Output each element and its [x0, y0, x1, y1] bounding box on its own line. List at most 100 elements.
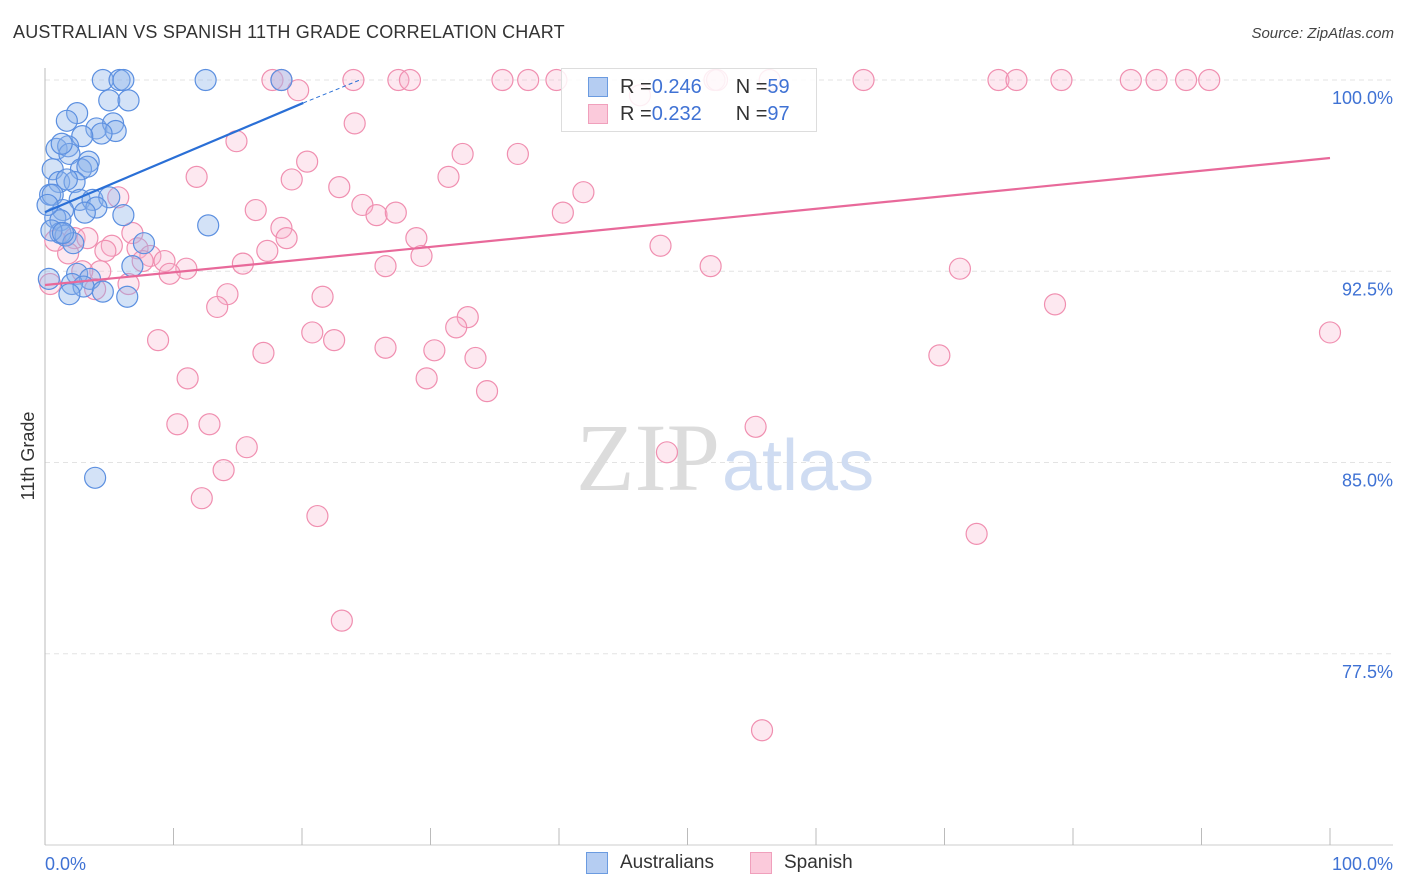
spanish-point: [374, 255, 397, 278]
australians-point: [116, 285, 139, 308]
australians-point: [76, 155, 99, 178]
spanish-point: [415, 367, 438, 390]
australians-point: [84, 466, 107, 489]
spanish-point: [94, 239, 117, 262]
spanish-point: [206, 295, 229, 319]
spanish-point: [231, 252, 254, 275]
spanish-point: [342, 68, 365, 92]
spanish-point: [1043, 293, 1067, 316]
spanish-point: [256, 239, 279, 262]
y-tick-label: 100.0%: [1332, 88, 1393, 108]
spanish-point: [374, 336, 397, 359]
spanish-point: [131, 249, 154, 273]
chart-title: AUSTRALIAN VS SPANISH 11TH GRADE CORRELA…: [13, 22, 565, 42]
spanish-point: [1119, 68, 1142, 92]
australians-point: [194, 68, 217, 92]
spanish-point: [296, 150, 319, 173]
spanish-point: [235, 436, 258, 459]
australians-point: [112, 68, 135, 92]
spanish-point: [261, 68, 284, 92]
australians-point: [104, 119, 127, 143]
australians-point: [50, 132, 73, 155]
spanish-point: [1050, 68, 1073, 92]
spanish-point: [328, 176, 351, 199]
y-tick-label: 85.0%: [1342, 471, 1393, 491]
spanish-point: [517, 68, 540, 92]
spanish-point: [153, 249, 176, 273]
spanish-point: [1198, 68, 1221, 92]
spanish-legend-label: Spanish: [784, 852, 853, 873]
spanish-point: [551, 201, 574, 224]
spanish-point: [464, 346, 487, 370]
australians-point: [117, 89, 140, 112]
r-value: 0.232: [651, 102, 702, 125]
australians-point: [112, 204, 135, 227]
spanish-point: [190, 487, 213, 510]
spanish-point: [649, 234, 672, 257]
spanish-point: [451, 142, 474, 166]
spanish-point: [744, 415, 767, 438]
spanish-point: [323, 329, 346, 352]
spanish-point: [198, 413, 221, 436]
spanish-point: [506, 142, 529, 166]
spanish-point: [475, 380, 499, 403]
spanish-point: [387, 68, 410, 92]
spanish-point: [185, 165, 208, 188]
spanish-point: [572, 181, 595, 204]
spanish-point: [384, 201, 407, 224]
australians-point: [90, 122, 113, 145]
spanish-point: [423, 339, 446, 362]
australians-point: [41, 183, 64, 206]
spanish-point: [965, 522, 988, 546]
watermark-zip: ZIP: [576, 404, 720, 511]
australians-legend-swatch: [586, 852, 608, 874]
spanish-point: [330, 609, 353, 632]
australians-point: [58, 283, 81, 306]
australians-point: [197, 214, 220, 237]
y-tick-label: 77.5%: [1342, 662, 1393, 682]
spanish-point: [76, 227, 99, 250]
legend-spanish[interactable]: Spanish: [750, 852, 853, 874]
australians-point: [37, 267, 60, 290]
spanish-point: [987, 68, 1010, 92]
australians-legend-label: Australians: [620, 852, 714, 873]
y-tick-label: 92.5%: [1342, 279, 1393, 299]
spanish-point: [699, 255, 722, 278]
spanish-point: [852, 68, 875, 92]
n-label: N =: [735, 75, 768, 98]
n-label: N =: [735, 102, 768, 125]
spanish-point: [437, 165, 460, 188]
spanish-point: [1318, 321, 1342, 344]
spanish-point: [280, 168, 303, 191]
spanish-point: [1005, 68, 1028, 92]
x-tick-label-max: 100.0%: [1332, 854, 1393, 874]
spanish-point: [287, 79, 310, 102]
legend-row-australians: R = 0.246 N = 59: [588, 75, 790, 99]
australians-point: [85, 196, 108, 219]
spanish-point: [270, 216, 293, 239]
spanish-point: [146, 329, 170, 352]
australians-point: [66, 262, 89, 285]
australians-point: [121, 255, 144, 278]
australians-point: [36, 193, 59, 217]
australians-point: [98, 89, 121, 112]
spanish-point: [365, 204, 388, 227]
spanish-point: [301, 321, 324, 344]
spanish-point: [107, 186, 130, 209]
spanish-swatch: [588, 104, 608, 124]
spanish-point: [398, 68, 422, 92]
australians-trend-line: [44, 101, 304, 214]
n-value: 97: [767, 102, 790, 125]
y-axis-label: 11th Grade: [18, 412, 38, 501]
legend-australians[interactable]: Australians: [586, 852, 714, 874]
spanish-point: [275, 227, 298, 250]
australians-point: [73, 201, 96, 224]
australians-point: [132, 232, 156, 255]
r-value: 0.246: [651, 75, 702, 98]
spanish-point: [252, 341, 275, 364]
stats-legend: R = 0.246 N = 59 R = 0.232 N = 97: [561, 68, 817, 132]
spanish-point: [175, 257, 198, 280]
spanish-point: [928, 344, 951, 367]
